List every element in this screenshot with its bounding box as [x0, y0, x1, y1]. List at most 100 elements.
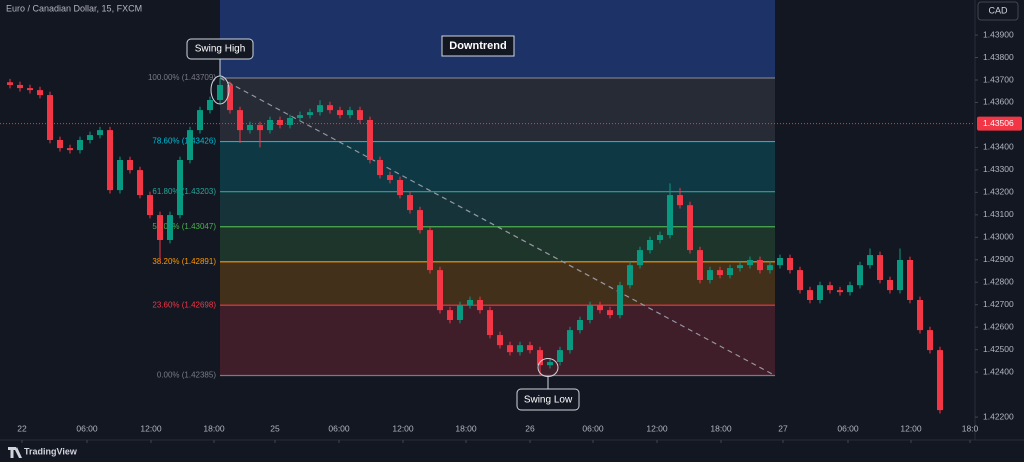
candle-body: [837, 290, 843, 293]
brand-logo: [8, 447, 22, 458]
fib-label: 78.60% (1.43426): [152, 137, 216, 146]
candle-body: [777, 257, 783, 266]
candle-body: [187, 130, 193, 160]
candle-body: [267, 120, 273, 131]
y-tick-label: 1.43700: [983, 74, 1014, 84]
candle-body: [807, 290, 813, 300]
candle-body: [457, 305, 463, 320]
candle-body: [897, 260, 903, 291]
candle-body: [177, 160, 183, 216]
x-tick-label: 18:00: [455, 423, 477, 433]
candle-body: [917, 300, 923, 331]
currency-label[interactable]: CAD: [988, 5, 1008, 15]
candle-body: [227, 84, 233, 111]
candle-body: [547, 362, 553, 366]
x-tick-label: 06:00: [582, 423, 604, 433]
candle-body: [357, 110, 363, 120]
fib-zone: [220, 261, 775, 306]
fib-zone: [220, 226, 775, 262]
candle-body: [757, 260, 763, 271]
swing-low-box: [516, 388, 580, 411]
candle-body: [57, 140, 63, 149]
trend-line: [219, 77, 776, 377]
candle-body: [937, 350, 943, 411]
candle-body: [207, 100, 213, 111]
candle-body: [77, 140, 83, 151]
candle-body: [567, 330, 573, 351]
x-tick-label: 12:00: [900, 423, 922, 433]
candle-body: [707, 270, 713, 280]
y-tick-label: 1.43900: [983, 29, 1014, 39]
candle-body: [337, 110, 343, 116]
fib-label: 23.60% (1.42698): [152, 300, 216, 309]
candle-body: [367, 120, 373, 160]
candle-body: [597, 305, 603, 311]
symbol-title: Euro / Canadian Dollar, 15, FXCM: [6, 3, 142, 13]
y-tick-label: 1.42800: [983, 276, 1014, 286]
fib-zone: [220, 77, 775, 142]
candle-body: [617, 285, 623, 316]
candle-body: [797, 270, 803, 291]
candle-body: [677, 195, 683, 206]
swing-high-label: Swing High: [195, 44, 246, 55]
candle-body: [907, 260, 913, 300]
candle-body: [527, 345, 533, 351]
candle-body: [257, 124, 263, 131]
candle-body: [157, 215, 163, 240]
candle-body: [747, 260, 753, 266]
candle-body: [327, 105, 333, 111]
candle-body: [507, 345, 513, 353]
candle-body: [477, 300, 483, 311]
candle-body: [857, 265, 863, 286]
candle-body: [97, 130, 103, 136]
x-tick-label: 22: [17, 423, 27, 433]
candle-body: [647, 240, 653, 251]
x-tick-label: 18:0: [962, 423, 979, 433]
x-tick-label: 12:00: [646, 423, 668, 433]
y-tick-label: 1.43200: [983, 187, 1014, 197]
candle-body: [427, 230, 433, 271]
candle-body: [37, 90, 43, 96]
candle-body: [307, 112, 313, 116]
fib-label: 38.20% (1.42891): [152, 257, 216, 266]
candle-body: [927, 330, 933, 351]
candle-body: [787, 257, 793, 271]
fib-label: 50.00% (1.43047): [152, 222, 216, 231]
y-tick-label: 1.43600: [983, 97, 1014, 107]
candle-body: [47, 95, 53, 140]
y-tick-label: 1.43400: [983, 142, 1014, 152]
candle-body: [197, 110, 203, 131]
candle-body: [557, 350, 563, 363]
candle-body: [347, 110, 353, 116]
x-tick-label: 06:00: [837, 423, 859, 433]
candle-body: [847, 285, 853, 293]
candle-body: [487, 310, 493, 336]
candle-body: [577, 320, 583, 331]
candle-body: [887, 280, 893, 291]
candle-body: [7, 82, 13, 85]
candle-body: [147, 195, 153, 216]
candle-body: [587, 305, 593, 320]
candle-body: [387, 175, 393, 180]
x-tick-label: 18:00: [203, 423, 225, 433]
x-tick-label: 12:00: [392, 423, 414, 433]
x-tick-label: 06:00: [328, 423, 350, 433]
candle-body: [127, 160, 133, 171]
y-tick-label: 1.42200: [983, 411, 1014, 421]
candle-body: [277, 120, 283, 125]
candle-body: [817, 285, 823, 300]
candle-body: [537, 350, 543, 366]
candle-body: [437, 270, 443, 311]
y-tick-label: 1.42400: [983, 366, 1014, 376]
y-tick-label: 1.43000: [983, 232, 1014, 242]
candle-body: [827, 285, 833, 291]
currency-button[interactable]: [977, 1, 1019, 21]
candle-body: [697, 250, 703, 280]
y-tick-label: 1.43800: [983, 52, 1014, 62]
candle-body: [497, 335, 503, 346]
candle-body: [727, 268, 733, 276]
swing-high-box: [186, 38, 254, 60]
x-tick-label: 18:00: [710, 423, 732, 433]
